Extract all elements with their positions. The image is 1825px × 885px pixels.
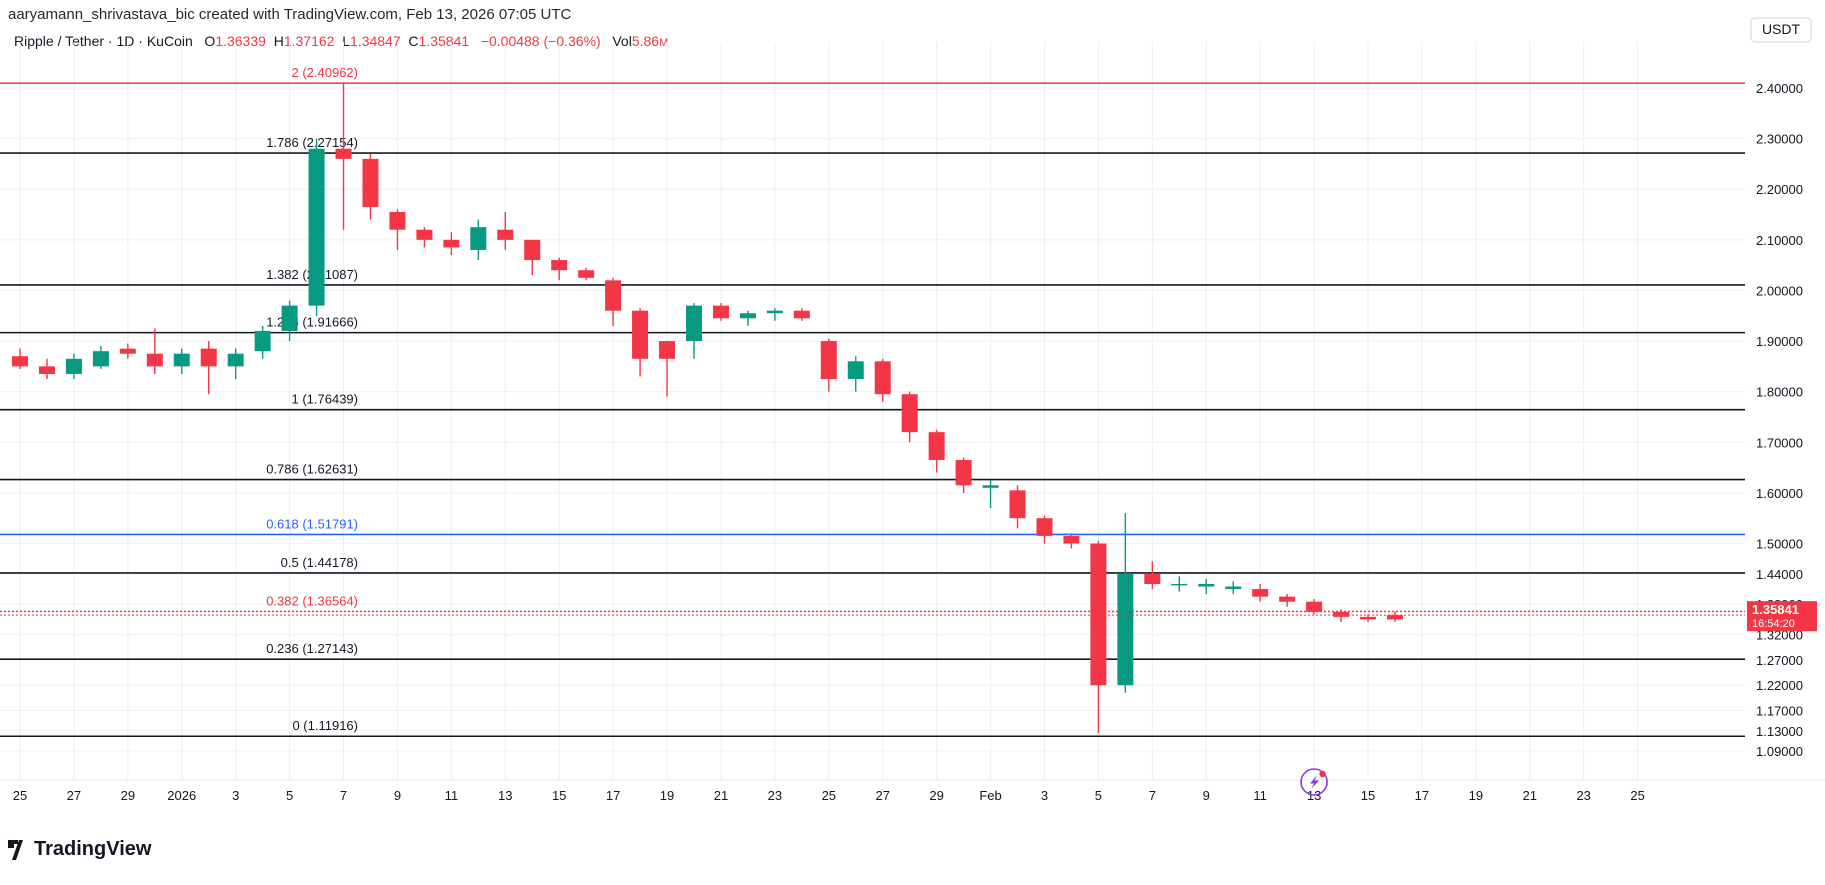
svg-text:2.10000: 2.10000	[1756, 233, 1803, 248]
svg-text:27: 27	[875, 788, 889, 803]
svg-text:0.786 (1.62631): 0.786 (1.62631)	[266, 462, 358, 477]
svg-text:25: 25	[822, 788, 836, 803]
svg-text:1 (1.76439): 1 (1.76439)	[292, 392, 359, 407]
svg-text:2026: 2026	[167, 788, 196, 803]
svg-text:0.5 (1.44178): 0.5 (1.44178)	[281, 555, 358, 570]
svg-text:25: 25	[1630, 788, 1644, 803]
svg-text:1.786 (2.27154): 1.786 (2.27154)	[266, 135, 358, 150]
svg-text:25: 25	[13, 788, 27, 803]
svg-text:5: 5	[1095, 788, 1102, 803]
svg-text:1.70000: 1.70000	[1756, 435, 1803, 450]
svg-text:19: 19	[660, 788, 674, 803]
svg-text:29: 29	[121, 788, 135, 803]
svg-text:3: 3	[232, 788, 239, 803]
svg-text:9: 9	[1203, 788, 1210, 803]
svg-text:23: 23	[1576, 788, 1590, 803]
svg-text:0.382 (1.36564): 0.382 (1.36564)	[266, 593, 358, 608]
svg-text:1.09000: 1.09000	[1756, 744, 1803, 759]
svg-text:1.50000: 1.50000	[1756, 536, 1803, 551]
svg-text:1.22000: 1.22000	[1756, 678, 1803, 693]
svg-text:21: 21	[714, 788, 728, 803]
svg-text:3: 3	[1041, 788, 1048, 803]
svg-text:5: 5	[286, 788, 293, 803]
svg-text:23: 23	[768, 788, 782, 803]
svg-text:19: 19	[1469, 788, 1483, 803]
svg-text:17: 17	[606, 788, 620, 803]
svg-text:1.27000: 1.27000	[1756, 653, 1803, 668]
svg-text:1.35841: 1.35841	[1752, 602, 1799, 617]
svg-text:27: 27	[67, 788, 81, 803]
svg-text:11: 11	[1253, 788, 1267, 803]
svg-text:21: 21	[1523, 788, 1537, 803]
svg-text:9: 9	[394, 788, 401, 803]
svg-text:13: 13	[498, 788, 512, 803]
svg-text:1.13000: 1.13000	[1756, 724, 1803, 739]
svg-text:0.236 (1.27143): 0.236 (1.27143)	[266, 641, 358, 656]
svg-text:0.618 (1.51791): 0.618 (1.51791)	[266, 516, 358, 531]
svg-text:1.60000: 1.60000	[1756, 486, 1803, 501]
svg-text:2.20000: 2.20000	[1756, 182, 1803, 197]
svg-text:2 (2.40962): 2 (2.40962)	[292, 65, 359, 80]
svg-text:17: 17	[1415, 788, 1429, 803]
svg-text:1.17000: 1.17000	[1756, 704, 1803, 719]
svg-text:1.90000: 1.90000	[1756, 334, 1803, 349]
svg-text:7: 7	[1149, 788, 1156, 803]
svg-text:2.40000: 2.40000	[1756, 81, 1803, 96]
svg-text:1.44000: 1.44000	[1756, 567, 1803, 582]
svg-text:USDT: USDT	[1762, 21, 1801, 37]
svg-text:1.236 (1.91666): 1.236 (1.91666)	[266, 315, 358, 330]
svg-text:0 (1.11916): 0 (1.11916)	[292, 718, 358, 733]
svg-text:11: 11	[445, 788, 459, 803]
svg-text:Feb: Feb	[979, 788, 1001, 803]
svg-text:15: 15	[552, 788, 566, 803]
svg-text:15: 15	[1361, 788, 1375, 803]
svg-text:1.80000: 1.80000	[1756, 385, 1803, 400]
svg-text:2.30000: 2.30000	[1756, 132, 1803, 147]
svg-text:16:54:20: 16:54:20	[1752, 618, 1795, 630]
svg-text:7: 7	[340, 788, 347, 803]
svg-text:29: 29	[929, 788, 943, 803]
svg-text:2.00000: 2.00000	[1756, 283, 1803, 298]
